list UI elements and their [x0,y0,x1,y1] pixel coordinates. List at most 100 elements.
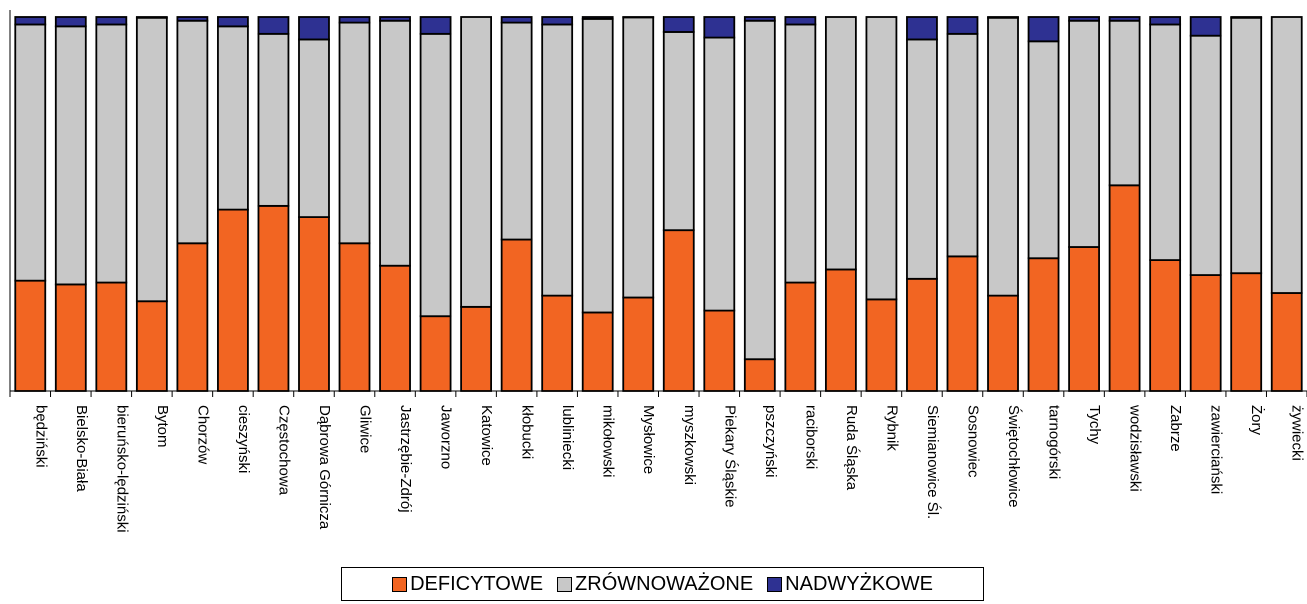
x-tick-label: Zabrze [1167,405,1184,452]
bar-segment-nadwyżkowe [1189,16,1222,37]
bar-segment-nadwyżkowe [1230,16,1263,19]
bar-segment-zrównoważone [14,23,47,282]
x-tick-label: raciborski [802,405,819,469]
bar-segment-zrównoważone [946,32,979,258]
bar-segment-deficytowe [1068,246,1100,392]
bar-segment-nadwyżkowe [500,16,533,24]
bar-segment-zrównoważone [987,16,1019,297]
legend: DEFICYTOWE ZRÓWNOWAŻONE NADWYŻKOWE [341,567,984,601]
bar-segment-zrównoważone [541,23,574,297]
bar-segment-deficytowe [622,296,655,392]
bar-segment-nadwyżkowe [54,16,87,28]
bar-segment-deficytowe [946,255,979,392]
bar-segment-deficytowe [865,298,898,392]
x-tick-label: tarnogórski [1046,405,1063,479]
bar-segment-deficytowe [500,238,533,392]
bar-segment-zrównoważone [257,32,290,207]
bar-segment-zrównoważone [176,19,209,245]
x-tick-label: Jastrzębie-Zdrój [397,405,414,513]
bar-segment-zrównoważone [703,36,736,312]
bar-segment-deficytowe [298,216,330,392]
bar-segment-deficytowe [257,204,290,392]
bar-segment-deficytowe [95,281,128,392]
x-tick-label: będziński [32,405,49,468]
x-tick-label: Piekary Śląskie [721,405,739,508]
bar-segment-nadwyżkowe [784,16,817,26]
x-tick-label: Ruda Śląska [843,405,861,491]
bar-segment-nadwyżkowe [743,16,776,22]
bar-segment-zrównoważone [1270,16,1303,294]
x-tick-label: Gliwice [357,405,374,453]
bar-segment-nadwyżkowe [1027,16,1060,43]
bar-segment-deficytowe [176,242,209,392]
bar-segment-nadwyżkowe [338,16,371,24]
x-tick-label: zawierciański [1208,405,1225,494]
bar-segment-zrównoważone [379,19,411,267]
bar-segment-deficytowe [541,294,574,392]
bar-segment-deficytowe [1189,274,1222,392]
x-tick-label: myszkowski [681,405,698,485]
bar-segment-zrównoważone [784,23,817,284]
bar-segment-deficytowe [581,311,614,392]
bar-segment-nadwyżkowe [257,16,290,35]
x-tick-label: kłobucki [519,405,536,459]
legend-swatch-nadwyzkowe [767,576,783,592]
x-tick-label: Świętochłowice [1005,405,1023,508]
bar-segment-zrównoważone [460,16,492,308]
x-tick-label: Jaworzno [438,405,455,469]
bar-segment-zrównoważone [338,21,371,245]
bars [14,16,1303,392]
bar-segment-nadwyżkowe [14,16,47,26]
bar-segment-deficytowe [1149,259,1182,392]
bar-segment-deficytowe [824,268,857,392]
x-tick-label: Sosnowiec [964,405,981,478]
x-tick-label: Bytom [154,405,171,448]
bar-segment-zrównoważone [622,16,655,299]
x-tick-label: Rybnik [883,405,900,451]
x-tick-label: Dąbrowa Górnicza [316,405,333,530]
x-tick-label: Bielsko-Biała [73,405,90,492]
bar-segment-zrównoważone [1108,19,1141,187]
x-tick-label: pszczyński [762,405,779,478]
bar-segment-deficytowe [662,229,695,392]
bar-segment-deficytowe [1270,292,1303,392]
bar-segment-zrównoważone [1027,40,1060,260]
bar-segment-zrównoważone [135,16,168,303]
bar-segment-nadwyżkowe [662,16,695,33]
x-tick-label: Siemianowice Śl. [924,405,942,519]
bar-segment-nadwyżkowe [1149,16,1182,26]
bar-segment-zrównoważone [95,23,128,284]
bar-segment-zrównoważone [865,16,898,301]
x-tick-label: Mysłowice [640,405,657,474]
bar-segment-deficytowe [338,242,371,392]
bar-segment-nadwyżkowe [581,16,614,20]
bar-segment-nadwyżkowe [298,16,330,41]
bar-segment-nadwyżkowe [1068,16,1100,22]
bar-segment-zrównoważone [500,21,533,241]
bar-segment-zrównoważone [217,25,249,211]
x-tick-label: Tychy [1086,405,1103,445]
bar-segment-zrównoważone [581,17,614,314]
bar-segment-deficytowe [54,283,87,392]
x-tick-label: Katowice [478,405,495,466]
legend-item-deficytowe: DEFICYTOWE [392,573,543,596]
bar-segment-zrównoważone [298,38,330,218]
bar-segment-nadwyżkowe [946,16,979,35]
bar-segment-nadwyżkowe [541,16,574,26]
bar-segment-deficytowe [460,305,492,392]
bar-segment-deficytowe [217,208,249,392]
bar-segment-deficytowe [135,300,168,392]
legend-swatch-zrownowazone [557,576,573,592]
bar-segment-zrównoważone [1149,23,1182,261]
bar-segment-nadwyżkowe [176,16,209,22]
bar-segment-nadwyżkowe [906,16,938,41]
x-tick-label: Częstochowa [275,405,292,496]
legend-label-nadwyzkowe: NADWYŻKOWE [785,572,933,595]
bar-segment-nadwyżkowe [135,16,168,19]
bar-segment-zrównoważone [54,25,87,286]
bar-segment-deficytowe [419,315,452,392]
x-tick-label: Żory [1248,405,1266,436]
legend-swatch-deficytowe [392,576,408,592]
bar-segment-zrównoważone [743,19,776,361]
